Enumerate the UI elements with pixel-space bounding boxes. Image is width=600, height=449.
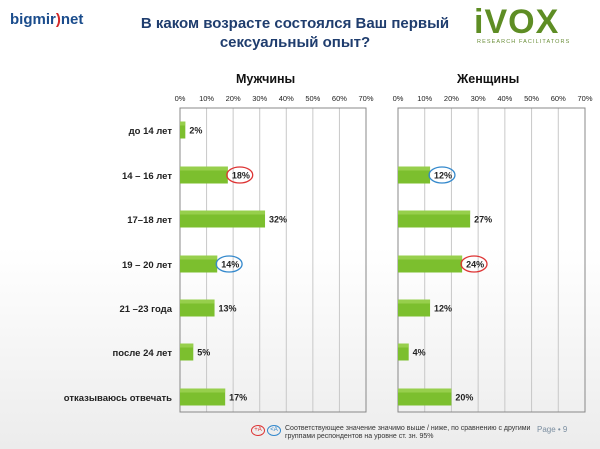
logo-left-part3: net [60,11,84,28]
category-label: после 24 лет [113,348,173,359]
bar-women [398,255,463,273]
bar-highlight-women [398,166,431,171]
bar-women [398,299,431,317]
bar-highlight-men [180,299,215,304]
ivox-logo-text: iVOX [474,3,560,41]
bar-women [398,343,409,361]
category-label: 21 –23 года [119,304,172,315]
category-label: до 14 лет [129,126,173,137]
x-tick-label-men: 20% [226,94,241,103]
x-tick-label-men: 0% [175,94,186,103]
page-number: Page • 9 [537,425,568,434]
bar-women [398,166,431,184]
value-label-women: 24% [466,260,484,270]
bar-highlight-men [180,210,266,215]
x-tick-label-men: 70% [358,94,373,103]
x-tick-label-women: 40% [497,94,512,103]
bar-highlight-men [180,166,228,171]
value-label-men: 2% [189,126,202,136]
significance-marker-down [215,255,243,273]
x-tick-label-women: 50% [524,94,539,103]
value-label-men: 5% [197,348,210,358]
bar-men [180,388,226,406]
logo-left-part2: ) [55,11,61,28]
x-tick-label-women: 60% [551,94,566,103]
logo-left-part1: bigmir [10,11,56,28]
x-tick-label-men: 40% [279,94,294,103]
x-tick-label-men: 60% [332,94,347,103]
x-tick-label-women: 10% [417,94,432,103]
bar-highlight-women [398,299,431,304]
bar-highlight-women [398,343,409,348]
value-label-women: 12% [434,304,452,314]
bar-highlight-men [180,388,226,393]
legend: +A <A Соответствующее значение значимо в… [251,425,541,440]
category-label: 14 – 16 лет [122,171,172,182]
slide-title: В каком возрасте состоялся Ваш первый се… [140,15,450,51]
value-label-men: 32% [269,215,287,225]
x-tick-label-men: 10% [199,94,214,103]
category-label: 19 – 20 лет [122,260,172,271]
ivox-logo-tagline: RESEARCH FACILITATORS [477,39,571,45]
bar-highlight-women [398,255,463,260]
value-label-men: 17% [229,393,247,403]
value-label-women: 27% [474,215,492,225]
bar-men [180,299,215,317]
x-tick-label-women: 30% [471,94,486,103]
value-label-men: 13% [219,304,237,314]
ivox-logo: iVOX RESEARCH FACILITATORS [474,4,594,54]
panel-title-women: Женщины [457,72,520,86]
bar-highlight-women [398,388,452,393]
bar-men [180,210,266,228]
bar-highlight-men [180,255,218,260]
value-label-men: 18% [232,171,250,181]
category-label: 17–18 лет [127,215,172,226]
x-tick-label-women: 20% [444,94,459,103]
x-tick-label-men: 50% [305,94,320,103]
bar-highlight-men [180,121,186,126]
bar-women [398,210,471,228]
significance-marker-down [428,166,456,184]
legend-up-marker: +A [251,425,265,436]
bar-highlight-men [180,343,194,348]
value-label-women: 4% [413,348,426,358]
bigmir-logo: bigmir)net [10,11,83,28]
bar-men [180,255,218,273]
x-tick-label-men: 30% [252,94,267,103]
significance-marker-up [226,166,254,184]
x-tick-label-women: 0% [393,94,404,103]
bar-highlight-women [398,210,471,215]
value-label-women: 20% [455,393,473,403]
panel-title-men: Мужчины [236,72,296,86]
bar-men [180,121,186,139]
bar-men [180,166,228,184]
legend-text: Соответствующее значение значимо выше / … [285,425,531,440]
value-label-men: 14% [221,260,239,270]
category-label: отказываюсь отвечать [64,393,172,404]
x-tick-label-women: 70% [577,94,592,103]
bar-women [398,388,452,406]
legend-down-marker: <A [266,425,281,436]
value-label-women: 12% [434,171,452,181]
significance-marker-up [460,255,488,273]
bar-men [180,343,194,361]
